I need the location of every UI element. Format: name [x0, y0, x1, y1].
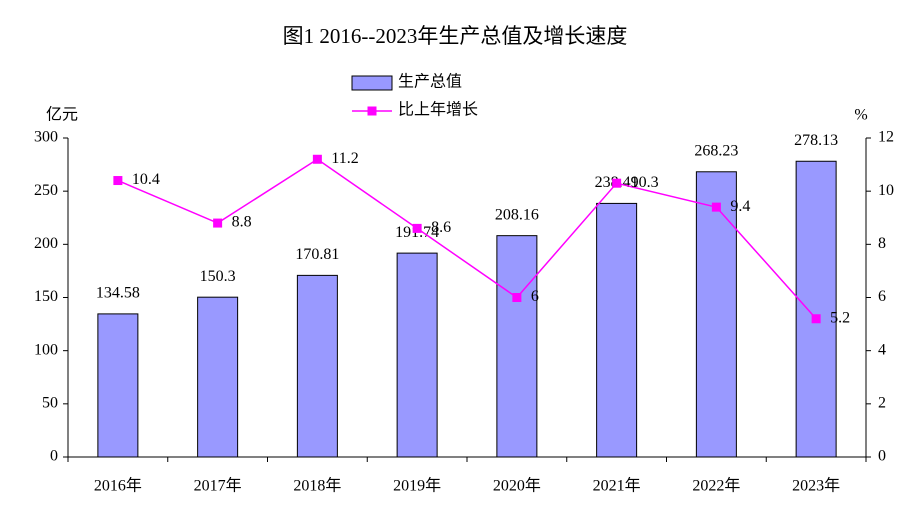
bar — [97, 313, 139, 458]
y2-tick-label: 8 — [878, 235, 886, 252]
y-tick-label: 300 — [34, 129, 58, 146]
line — [117, 158, 817, 320]
y2-tick-label: 6 — [878, 288, 886, 305]
line-value-label: 5.2 — [830, 309, 850, 326]
legend-swatch — [367, 106, 377, 116]
line-value-label: 11.2 — [331, 150, 358, 167]
legend-label: 比上年增长 — [398, 101, 478, 119]
line-value-label: 10.4 — [132, 171, 160, 188]
y2-tick-label: 10 — [878, 182, 894, 199]
y-tick-label: 200 — [34, 235, 58, 252]
y-tick-label: 50 — [42, 395, 58, 412]
bar-value-label: 208.16 — [495, 206, 539, 223]
line-marker — [213, 218, 223, 228]
bar-value-label: 268.23 — [694, 142, 738, 159]
line-value-label: 9.4 — [730, 198, 750, 215]
line-marker — [612, 178, 622, 188]
bar — [596, 202, 638, 458]
bar — [396, 252, 438, 458]
y2-tick-label: 2 — [878, 395, 886, 412]
line-value-label: 10.3 — [631, 174, 659, 191]
line-value-label: 8.8 — [232, 214, 252, 231]
y2-tick-label: 12 — [878, 129, 894, 146]
y-tick-label: 250 — [34, 182, 58, 199]
y2-axis-label: % — [854, 107, 867, 124]
bar — [496, 235, 538, 458]
bar-value-label: 278.13 — [794, 132, 838, 149]
bar-value-label: 150.3 — [200, 268, 236, 285]
x-tick-label: 2019年 — [393, 477, 441, 495]
y-axis-label: 亿元 — [46, 106, 78, 124]
x-tick-label: 2023年 — [792, 477, 840, 495]
line-marker — [512, 293, 522, 302]
y2-tick-label: 0 — [878, 448, 886, 465]
x-tick-label: 2018年 — [293, 477, 341, 495]
bar — [795, 160, 837, 458]
x-tick-label: 2022年 — [692, 477, 740, 495]
bar — [695, 171, 737, 458]
x-tick-label: 2017年 — [194, 477, 242, 495]
x-tick-label: 2020年 — [493, 477, 541, 495]
line-marker — [412, 223, 422, 233]
bar — [197, 296, 239, 458]
x-tick-label: 2016年 — [94, 477, 142, 495]
legend-swatch — [351, 75, 393, 91]
x-tick-label: 2021年 — [593, 477, 641, 495]
y-tick-label: 100 — [34, 341, 58, 358]
line-marker — [711, 202, 721, 212]
line-marker — [113, 176, 123, 186]
bar-value-label: 134.58 — [96, 285, 140, 302]
line-value-label: 6 — [531, 288, 539, 305]
y-tick-label: 0 — [50, 448, 58, 465]
bar-value-label: 170.81 — [295, 246, 339, 263]
line-marker — [312, 154, 322, 164]
line-value-label: 8.6 — [431, 219, 451, 236]
line-marker — [811, 314, 821, 324]
y2-tick-label: 4 — [878, 341, 886, 358]
bar — [296, 274, 338, 458]
chart-title: 图1 2016--2023年生产总值及增长速度 — [283, 24, 628, 48]
y-tick-label: 150 — [34, 288, 58, 305]
legend-label: 生产总值 — [398, 73, 462, 91]
